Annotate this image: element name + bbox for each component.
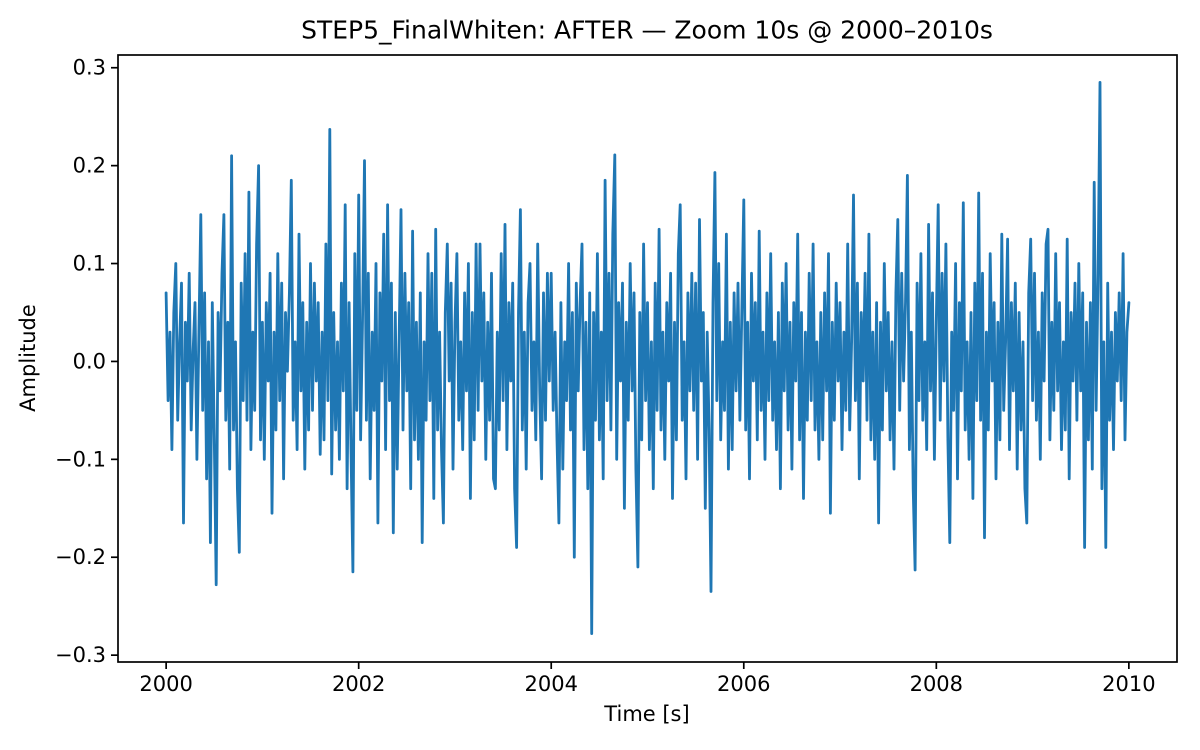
x-tick-label: 2002 bbox=[332, 672, 385, 696]
y-tick-label: 0.1 bbox=[73, 252, 106, 276]
x-tick-label: 2004 bbox=[525, 672, 578, 696]
y-tick-label: 0.2 bbox=[73, 154, 106, 178]
x-tick-label: 2010 bbox=[1102, 672, 1155, 696]
y-tick-label: 0.0 bbox=[73, 349, 106, 373]
signal-line bbox=[164, 81, 1131, 635]
chart-title: STEP5_FinalWhiten: AFTER — Zoom 10s @ 20… bbox=[301, 15, 993, 45]
y-tick-label: 0.3 bbox=[73, 56, 106, 80]
y-axis-label: Amplitude bbox=[16, 304, 40, 412]
y-tick-label: −0.2 bbox=[55, 545, 106, 569]
x-axis-label: Time [s] bbox=[604, 702, 690, 726]
x-tick-label: 2008 bbox=[910, 672, 963, 696]
y-tick-label: −0.3 bbox=[55, 643, 106, 667]
y-tick-label: −0.1 bbox=[55, 447, 106, 471]
x-tick-label: 2000 bbox=[139, 672, 192, 696]
x-tick-label: 2006 bbox=[717, 672, 770, 696]
